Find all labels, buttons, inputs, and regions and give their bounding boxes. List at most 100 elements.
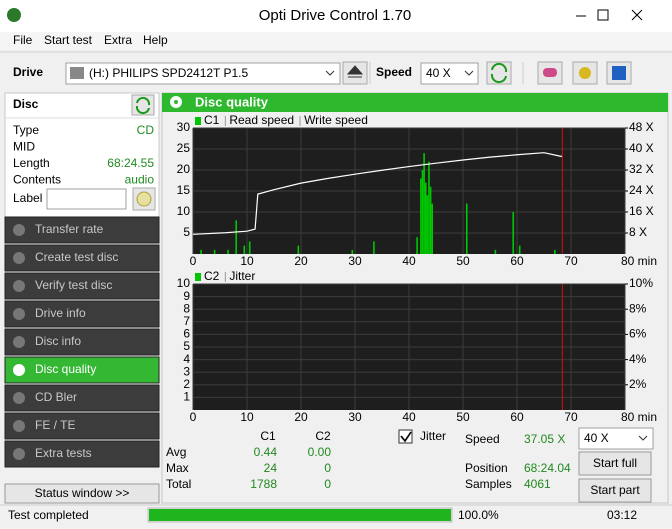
y-tick-label: 10: [177, 204, 191, 218]
menu-item[interactable]: Help: [143, 33, 168, 47]
stats-c1: 24: [264, 461, 278, 475]
progress-fill: [149, 509, 451, 521]
y-tick-label: 1: [183, 390, 190, 404]
series-line: [192, 152, 563, 235]
sidebar-item[interactable]: [4, 356, 160, 384]
refresh-button[interactable]: [486, 61, 512, 85]
bar: [423, 153, 425, 254]
y2-tick-label: 2%: [629, 377, 647, 391]
jitter-checkbox[interactable]: [398, 429, 413, 444]
test-speed-select[interactable]: [578, 427, 654, 450]
sidebar-label: CD Bler: [35, 390, 77, 404]
x-tick-label: 0: [190, 410, 197, 424]
speed-select[interactable]: [420, 62, 479, 85]
legend-label: C1: [204, 113, 220, 127]
x-tick-label: 40: [402, 254, 416, 268]
sidebar-label: Drive info: [35, 306, 86, 320]
status-text: Test completed: [8, 508, 89, 522]
stats-c2: 0: [324, 461, 331, 475]
label-input[interactable]: [46, 188, 127, 210]
bar: [227, 249, 229, 254]
bar: [465, 203, 468, 254]
stats-row-label: Avg: [166, 445, 186, 459]
bar: [235, 220, 237, 254]
x-tick-label: 10: [240, 254, 254, 268]
sidebar-item[interactable]: [4, 216, 160, 244]
bar: [431, 203, 434, 254]
disc-field-label: Length: [13, 156, 50, 170]
info-label: Speed: [465, 432, 500, 446]
x-tick-label: 30: [348, 254, 362, 268]
bar: [373, 241, 375, 254]
stats-c1: 0.44: [254, 445, 278, 459]
close-button[interactable]: [631, 9, 643, 21]
menu-item[interactable]: File: [13, 33, 33, 47]
y-tick-label: 20: [177, 162, 191, 176]
sidebar-icon: [13, 252, 25, 264]
bar: [248, 241, 251, 254]
speed-label: Speed: [376, 65, 412, 79]
x-tick-label: 50: [456, 254, 470, 268]
sidebar-icon: [13, 336, 25, 348]
legend-swatch: [195, 273, 201, 281]
start-part-button[interactable]: [578, 478, 652, 503]
y-tick-label: 4: [183, 352, 190, 366]
y2-tick-label: 16 X: [629, 204, 654, 218]
y-tick-label: 3: [183, 364, 190, 378]
legend-swatch: [195, 117, 201, 125]
sidebar-label: Disc info: [35, 334, 81, 348]
sidebar-icon: [13, 224, 25, 236]
sidebar-item[interactable]: [4, 384, 160, 412]
y-tick-label: 15: [177, 183, 191, 197]
label-field-label: Label: [13, 191, 42, 205]
bar: [424, 182, 427, 254]
y-tick-label: 8: [183, 301, 190, 315]
start-full-button[interactable]: [578, 451, 652, 476]
sidebar-icon: [13, 448, 25, 460]
sidebar-item[interactable]: [4, 412, 160, 440]
maximize-button[interactable]: [597, 9, 609, 21]
sidebar-item[interactable]: [4, 300, 160, 328]
sidebar-item[interactable]: [4, 440, 160, 468]
legend-label: Jitter: [229, 269, 255, 283]
legend-label: Read speed: [229, 113, 294, 127]
y-tick-label: 6: [183, 327, 190, 341]
sidebar-label: Create test disc: [35, 250, 118, 264]
sidebar-label: Extra tests: [35, 446, 92, 460]
bar: [554, 249, 556, 254]
drive-select[interactable]: [65, 62, 341, 85]
disc-field-value: audio: [125, 173, 155, 187]
info-value: 68:24.04: [524, 461, 571, 475]
info-value: 4061: [524, 477, 551, 491]
stats-header: C1: [260, 429, 276, 443]
bar: [494, 249, 497, 254]
x-tick-label: 40: [402, 410, 416, 424]
bar: [426, 195, 429, 254]
drive-icon: [70, 67, 84, 79]
y-tick-label: 30: [177, 120, 191, 134]
menu-item[interactable]: Extra: [104, 33, 132, 47]
y-tick-label: 2: [183, 377, 190, 391]
menu-item[interactable]: Start test: [44, 33, 93, 47]
x-tick-label: 80 min: [621, 254, 657, 268]
x-tick-label: 20: [294, 254, 308, 268]
disc-field-label: Type: [13, 123, 39, 137]
bar: [200, 249, 202, 254]
sidebar-item[interactable]: [4, 244, 160, 272]
info-label: Position: [465, 461, 508, 475]
drive-label: Drive: [13, 65, 43, 79]
sidebar-icon: [13, 308, 25, 320]
sidebar-item[interactable]: [4, 328, 160, 356]
sidebar-item[interactable]: [4, 272, 160, 300]
y-tick-label: 5: [183, 339, 190, 353]
info-label: Samples: [465, 477, 512, 491]
x-tick-label: 0: [190, 254, 197, 268]
sidebar-label: Verify test disc: [35, 278, 112, 292]
start-full-label: Start full: [593, 456, 637, 470]
x-tick-label: 30: [348, 410, 362, 424]
start-part-label: Start part: [590, 483, 640, 497]
bar: [416, 237, 418, 254]
legend-label: C2: [204, 269, 220, 283]
y2-tick-label: 6%: [629, 327, 647, 341]
status-window-button[interactable]: [4, 483, 160, 504]
